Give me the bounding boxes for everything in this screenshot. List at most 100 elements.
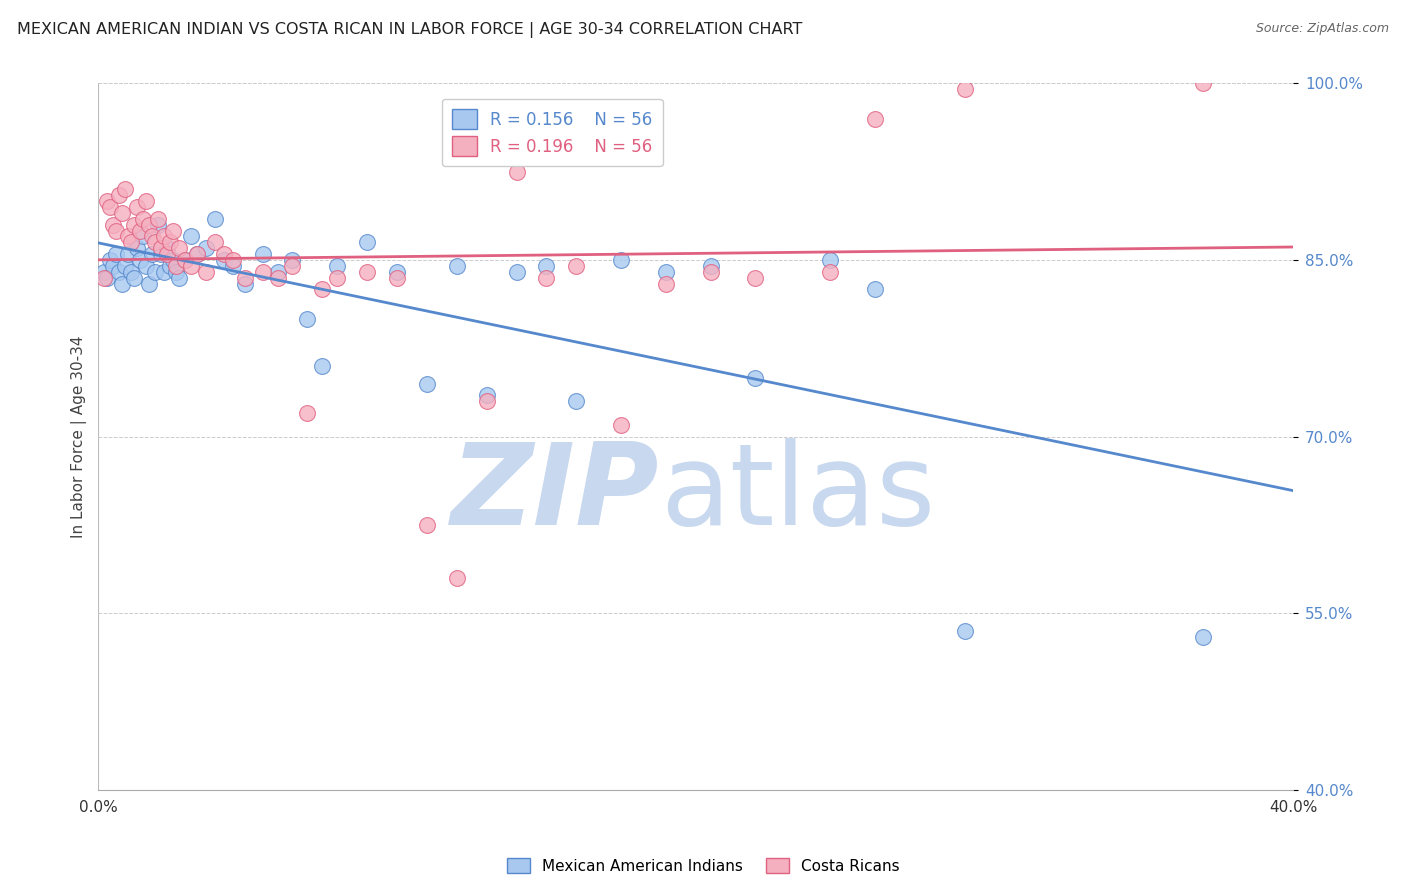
Point: [446, 259, 468, 273]
Point: [475, 394, 498, 409]
Point: [536, 270, 558, 285]
Point: [146, 218, 169, 232]
Point: [138, 277, 160, 291]
Point: [114, 259, 136, 273]
Point: [212, 253, 235, 268]
Point: [167, 270, 190, 285]
Text: MEXICAN AMERICAN INDIAN VS COSTA RICAN IN LABOR FORCE | AGE 30-34 CORRELATION CH: MEXICAN AMERICAN INDIAN VS COSTA RICAN I…: [17, 22, 803, 38]
Point: [165, 265, 187, 279]
Point: [127, 241, 149, 255]
Point: [505, 265, 527, 279]
Point: [174, 253, 197, 268]
Point: [156, 241, 179, 255]
Point: [233, 277, 256, 291]
Point: [153, 229, 176, 244]
Point: [266, 270, 288, 285]
Point: [297, 312, 319, 326]
Point: [326, 259, 349, 273]
Point: [103, 259, 125, 273]
Point: [132, 211, 155, 226]
Point: [505, 165, 527, 179]
Point: [1192, 630, 1215, 644]
Point: [212, 247, 235, 261]
Point: [818, 253, 841, 268]
Point: [655, 265, 678, 279]
Point: [156, 247, 179, 261]
Point: [129, 253, 152, 268]
Point: [162, 224, 184, 238]
Point: [93, 270, 115, 285]
Point: [141, 247, 163, 261]
Point: [162, 253, 184, 268]
Point: [536, 259, 558, 273]
Point: [699, 259, 721, 273]
Point: [167, 241, 190, 255]
Point: [356, 265, 378, 279]
Point: [127, 200, 149, 214]
Point: [129, 224, 152, 238]
Point: [186, 247, 208, 261]
Point: [297, 406, 319, 420]
Point: [446, 571, 468, 585]
Point: [744, 371, 766, 385]
Point: [180, 229, 202, 244]
Point: [135, 259, 157, 273]
Point: [108, 265, 131, 279]
Point: [222, 253, 245, 268]
Text: Source: ZipAtlas.com: Source: ZipAtlas.com: [1256, 22, 1389, 36]
Point: [565, 259, 588, 273]
Point: [818, 265, 841, 279]
Point: [863, 112, 886, 126]
Point: [111, 277, 134, 291]
Point: [204, 235, 226, 250]
Point: [105, 247, 128, 261]
Point: [699, 265, 721, 279]
Point: [475, 388, 498, 402]
Point: [153, 265, 176, 279]
Point: [122, 218, 145, 232]
Y-axis label: In Labor Force | Age 30-34: In Labor Force | Age 30-34: [72, 335, 87, 538]
Point: [122, 270, 145, 285]
Point: [953, 82, 976, 96]
Point: [120, 235, 142, 250]
Point: [655, 277, 678, 291]
Point: [180, 259, 202, 273]
Point: [96, 270, 118, 285]
Point: [356, 235, 378, 250]
Point: [311, 283, 333, 297]
Point: [326, 270, 349, 285]
Point: [281, 253, 304, 268]
Point: [194, 265, 217, 279]
Point: [416, 517, 439, 532]
Point: [1192, 77, 1215, 91]
Point: [98, 253, 121, 268]
Point: [120, 265, 142, 279]
Point: [114, 182, 136, 196]
Point: [111, 206, 134, 220]
Point: [281, 259, 304, 273]
Point: [204, 211, 226, 226]
Point: [135, 194, 157, 209]
Point: [252, 247, 274, 261]
Point: [132, 229, 155, 244]
Point: [105, 224, 128, 238]
Point: [143, 235, 166, 250]
Text: ZIP: ZIP: [451, 438, 659, 549]
Point: [416, 376, 439, 391]
Point: [610, 253, 633, 268]
Point: [174, 253, 197, 268]
Point: [266, 265, 288, 279]
Point: [744, 270, 766, 285]
Point: [103, 218, 125, 232]
Point: [141, 229, 163, 244]
Point: [150, 241, 173, 255]
Point: [98, 200, 121, 214]
Point: [194, 241, 217, 255]
Point: [953, 624, 976, 638]
Point: [143, 265, 166, 279]
Point: [565, 394, 588, 409]
Legend: R = 0.156    N = 56, R = 0.196    N = 56: R = 0.156 N = 56, R = 0.196 N = 56: [441, 99, 662, 166]
Point: [108, 188, 131, 202]
Point: [385, 265, 408, 279]
Point: [138, 218, 160, 232]
